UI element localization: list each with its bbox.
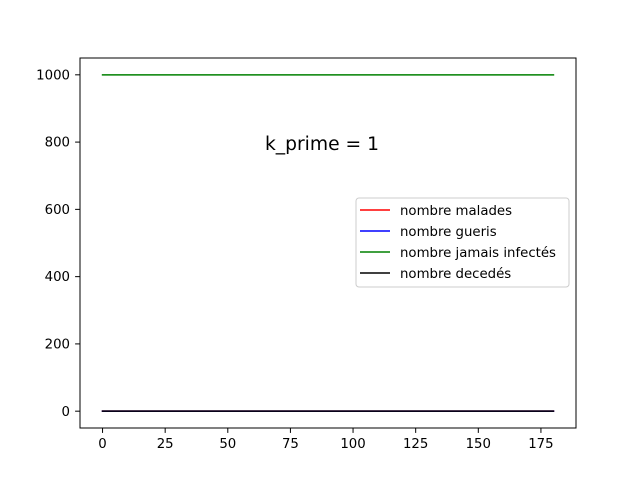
legend: nombre malades nombre gueris nombre jamais… [355, 197, 570, 288]
x-tick-label: 100 [340, 437, 365, 452]
x-axis-ticks: 0 25 50 75 100 125 150 175 [98, 428, 554, 452]
legend-entry-label: nombre gueris [400, 225, 497, 240]
legend-entry-label: nombre jamais infectés [400, 245, 556, 261]
x-tick-label: 0 [98, 437, 106, 452]
y-tick-label: 400 [45, 270, 70, 285]
x-tick-label: 125 [403, 437, 428, 452]
y-tick-label: 800 [45, 136, 70, 151]
y-tick-label: 1000 [36, 68, 70, 83]
x-tick-label: 25 [157, 437, 174, 452]
x-tick-label: 50 [219, 437, 236, 452]
x-tick-label: 75 [282, 437, 299, 452]
y-axis-ticks: 0 200 400 600 800 1000 [36, 68, 80, 420]
x-tick-label: 175 [528, 437, 553, 452]
legend-entry-label: nombre decedés [400, 266, 511, 282]
x-tick-label: 150 [466, 437, 491, 452]
annotation-text: k_prime = 1 [265, 134, 379, 155]
legend-entry-label: nombre malades [400, 204, 512, 219]
y-tick-label: 200 [45, 338, 70, 353]
series-lines [101, 74, 555, 412]
y-tick-label: 0 [62, 405, 70, 420]
axes-frame [79, 57, 577, 429]
legend-box [355, 197, 570, 288]
y-tick-label: 600 [45, 203, 70, 218]
